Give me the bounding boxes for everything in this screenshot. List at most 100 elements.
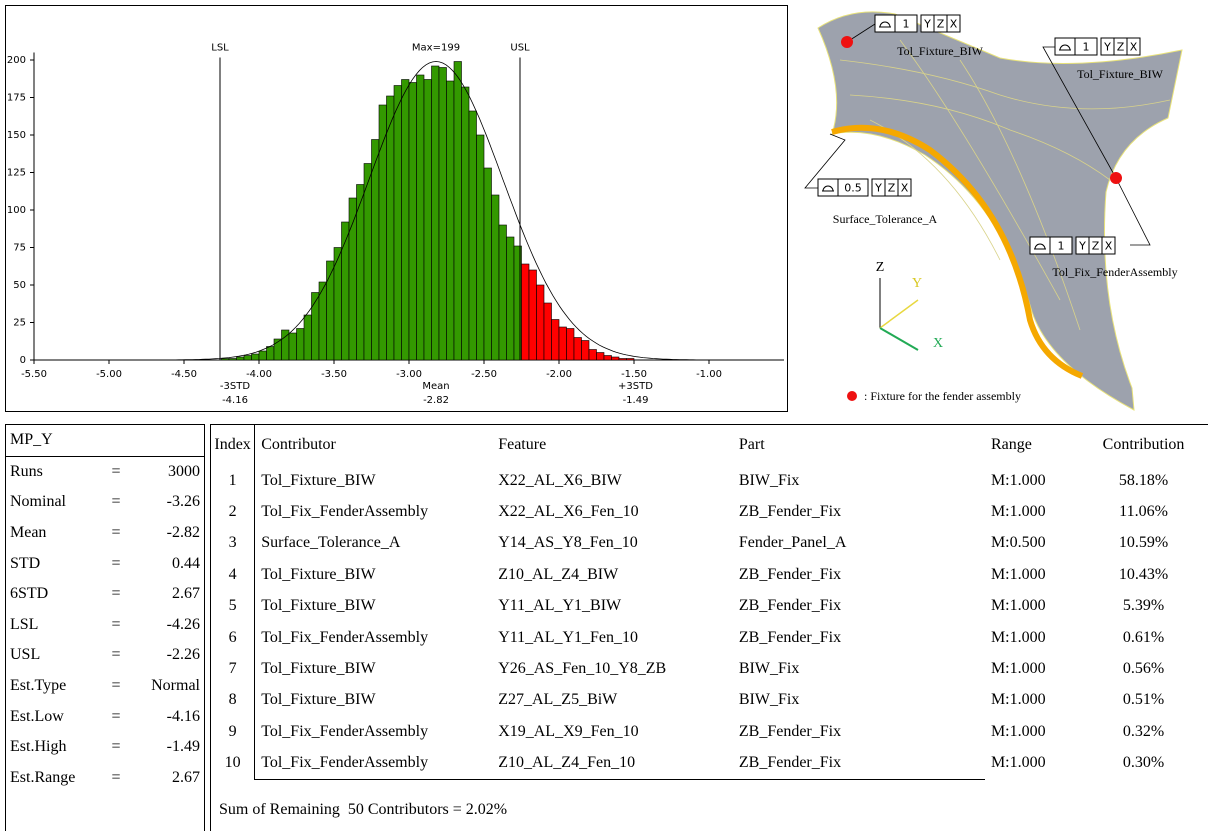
bar [222,359,230,361]
bar [297,329,305,361]
y-tick-label: 200 [7,55,26,66]
bar [567,329,575,361]
stat-eq: = [105,640,128,671]
fixture-point [1110,172,1122,184]
bar [244,356,252,361]
x-tick-label: -5.00 [96,369,122,380]
bar [507,237,515,360]
contributor-cell: ZB_Fender_Fix [733,622,985,653]
stat-name: Mean [6,518,105,549]
column-header: Feature [492,425,733,465]
bar [342,222,350,360]
header-row: IndexContributorFeaturePartRangeContribu… [211,425,1208,465]
stat-value: -2.26 [128,640,205,671]
stats-row: Nominal=-3.26 [6,487,204,518]
contributors-table: IndexContributorFeaturePartRangeContribu… [211,425,1208,780]
annotation-label: -3STD [220,381,250,392]
column-header: Range [985,425,1080,465]
contributor-cell: M:1.000 [985,465,1080,496]
stat-name: Est.Low [6,701,105,732]
x-tick-label: -2.50 [471,369,497,380]
x-tick-label: -4.50 [171,369,197,380]
contributor-cell: 0.61% [1080,622,1208,653]
annotation-value: -1.49 [623,395,649,406]
stat-value: Normal [128,671,205,702]
bar [604,356,612,361]
x-tick-label: -1.50 [621,369,647,380]
stat-value: 3000 [128,456,205,487]
contributor-cell: M:1.000 [985,622,1080,653]
datum: X [950,18,958,31]
bar [252,354,260,360]
contributor-cell: M:0.500 [985,528,1080,559]
contributor-cell: 0.51% [1080,685,1208,716]
bar [289,333,297,360]
x-tick-label: -1.00 [696,369,722,380]
stat-value: 2.67 [128,579,205,610]
bar [372,140,380,361]
stats-table: MP_YRuns=3000Nominal=-3.26Mean=-2.82STD=… [6,425,204,793]
y-tick-label: 125 [7,168,26,179]
bar [432,66,440,360]
y-tick-label: 25 [13,318,26,329]
datum: Z [1092,240,1100,253]
stat-eq: = [105,487,128,518]
stat-name: Est.Type [6,671,105,702]
bar [552,320,560,361]
column-header: Contribution [1080,425,1208,465]
contributor-cell: 7 [211,653,255,684]
contributor-cell: BIW_Fix [733,465,985,496]
column-header: Part [733,425,985,465]
tolerance-value: 0.5 [844,182,862,195]
contributor-cell: 3 [211,528,255,559]
bar [627,359,635,361]
datum: Z [888,182,896,195]
x-tick-label: -5.50 [21,369,47,380]
datum: Y [1103,41,1111,54]
bar [522,264,530,360]
contributor-cell: 58.18% [1080,465,1208,496]
bar [619,359,627,361]
contributor-cell: M:1.000 [985,748,1080,780]
stat-name: Est.High [6,732,105,763]
annotation-value: -2.82 [423,395,449,406]
annotation-value: -4.16 [222,395,248,406]
frame-cell [1030,237,1050,254]
bar [447,81,455,360]
frame-cell [1055,38,1075,55]
contributor-cell: 11.06% [1080,496,1208,527]
contributor-cell: 0.32% [1080,716,1208,747]
stats-row: Est.Low=-4.16 [6,701,204,732]
stat-eq: = [105,518,128,549]
contributor-cell: 5.39% [1080,591,1208,622]
stat-name: USL [6,640,105,671]
bar [229,359,237,361]
stats-row: STD=0.44 [6,548,204,579]
contributor-cell: M:1.000 [985,496,1080,527]
datum: X [1105,240,1113,253]
contributor-cell: Tol_Fix_FenderAssembly [255,748,493,780]
column-header: Index [211,425,255,465]
bar [469,111,477,360]
column-header: Contributor [255,425,493,465]
datum: X [901,182,909,195]
contributor-cell: 9 [211,716,255,747]
contributor-row: 2Tol_Fix_FenderAssemblyX22_AL_X6_Fen_10Z… [211,496,1208,527]
stat-value: -2.82 [128,518,205,549]
bar [499,225,507,360]
stats-title: MP_Y [6,425,204,456]
stat-name: Runs [6,456,105,487]
bar [537,285,545,360]
stat-value: 0.44 [128,548,205,579]
contributor-cell: M:1.000 [985,685,1080,716]
contributor-cell: Tol_Fixture_BIW [255,685,493,716]
bar [417,75,425,360]
bar [492,195,500,360]
stats-row: 6STD=2.67 [6,579,204,610]
contributor-cell: 4 [211,559,255,590]
